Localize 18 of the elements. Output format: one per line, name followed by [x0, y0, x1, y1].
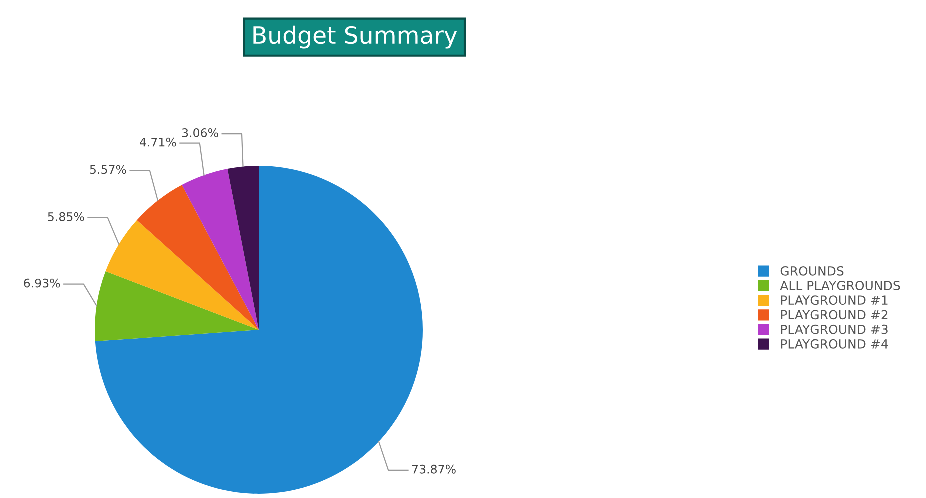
data-label: 73.87% [412, 464, 456, 474]
legend-label: PLAYGROUND #2 [781, 310, 888, 320]
legend-label: GROUNDS [780, 266, 844, 276]
data-label: 5.85% [48, 212, 84, 222]
legend-label: ALL PLAYGROUNDS [780, 281, 900, 290]
pie-slice [95, 271, 259, 342]
pie-slice [137, 185, 259, 330]
legend-label: PLAYGROUND #1 [781, 296, 888, 306]
data-label: 3.06% [182, 128, 218, 138]
data-label: 5.57% [90, 165, 126, 174]
data-label: 4.71% [140, 138, 176, 147]
legend-label: PLAYGROUND #3 [781, 324, 888, 334]
pie-slice [182, 169, 259, 330]
pie-slice [228, 166, 259, 330]
chart-title: Budget Summary [254, 26, 458, 49]
pie-slice [106, 220, 259, 330]
legend-label: PLAYGROUND #4 [781, 339, 888, 349]
data-label: 6.93% [24, 278, 60, 288]
